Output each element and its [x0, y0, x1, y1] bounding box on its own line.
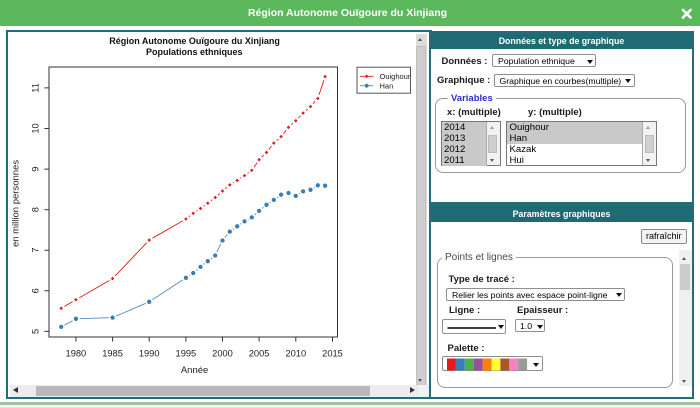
- svg-text:10: 10: [31, 123, 41, 133]
- svg-text:11: 11: [31, 83, 41, 93]
- svg-text:Année: Année: [181, 365, 208, 376]
- svg-text:6: 6: [31, 288, 41, 293]
- svg-text:7: 7: [31, 248, 41, 253]
- svg-text:en million personnes: en million personnes: [11, 160, 22, 247]
- svg-text:Ouighour: Ouighour: [380, 72, 411, 81]
- svg-text:2015: 2015: [322, 349, 343, 359]
- svg-text:2005: 2005: [249, 349, 270, 359]
- svg-text:8: 8: [31, 207, 41, 212]
- svg-text:2010: 2010: [285, 349, 306, 359]
- svg-text:1990: 1990: [139, 349, 160, 359]
- svg-text:5: 5: [31, 329, 41, 334]
- svg-text:Han: Han: [380, 81, 394, 90]
- svg-text:1985: 1985: [102, 349, 123, 359]
- svg-text:Populations ethniques: Populations ethniques: [146, 47, 243, 57]
- svg-text:Région Autonome Ouïgoure du Xi: Région Autonome Ouïgoure du Xinjiang: [109, 36, 280, 46]
- svg-text:2000: 2000: [212, 349, 233, 359]
- svg-text:1980: 1980: [66, 349, 87, 359]
- svg-text:9: 9: [31, 167, 41, 172]
- svg-text:1995: 1995: [176, 349, 197, 359]
